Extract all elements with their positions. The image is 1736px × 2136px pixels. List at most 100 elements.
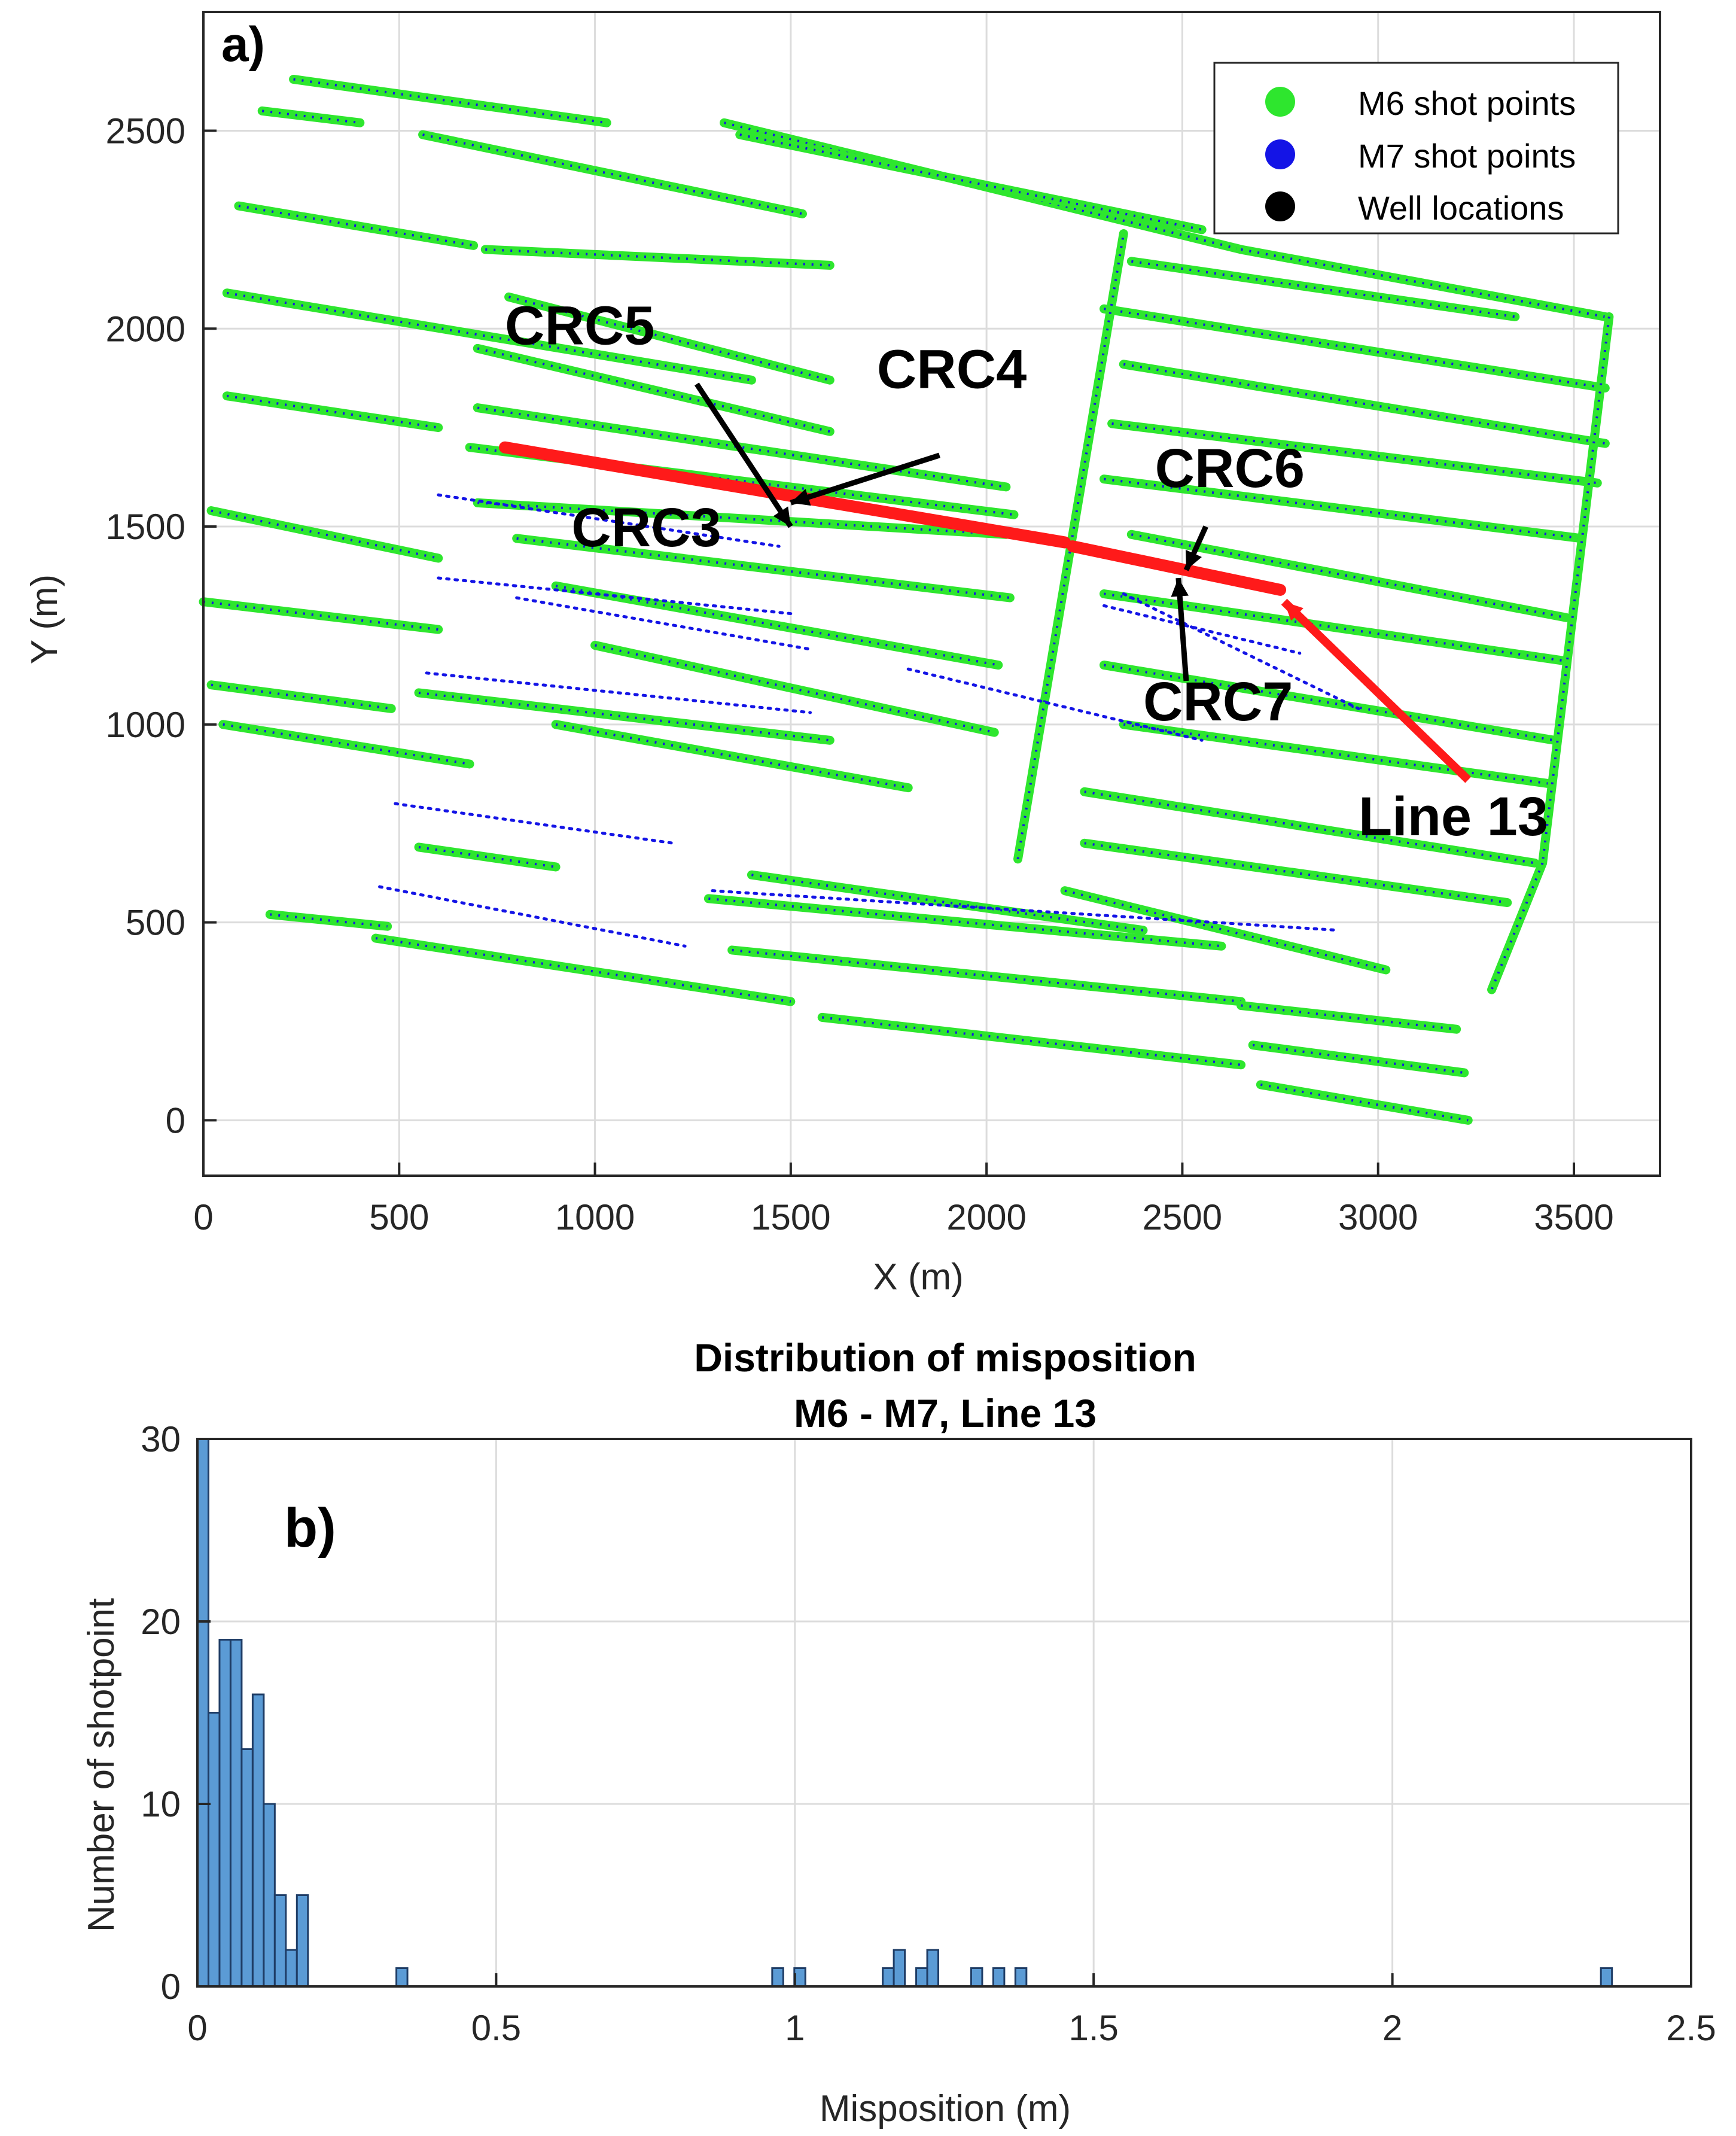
m6-shot-line <box>747 870 1148 935</box>
x-axis-label: X (m) <box>873 1256 964 1298</box>
annotation-line-13: Line 13 <box>1359 786 1548 847</box>
histogram-bar <box>263 1803 276 1988</box>
m7-overlap-dots <box>1131 260 1516 318</box>
m7-shot-line <box>906 667 1204 742</box>
crc7-arrow-head <box>1171 578 1189 597</box>
hist-y-tick-label: 20 <box>141 1602 181 1642</box>
line-13-arrow-head <box>1284 601 1303 621</box>
x-tick-label: 500 <box>369 1197 429 1237</box>
y-tick-label: 2500 <box>106 111 185 151</box>
histogram-bar <box>1014 1967 1028 1988</box>
x-tick-label: 3500 <box>1534 1197 1613 1237</box>
crc4-arrow-head <box>773 506 791 527</box>
m6-shot-line <box>551 581 1003 670</box>
m7-overlap-dots <box>1123 363 1606 445</box>
m7-shot-line <box>1122 592 1360 710</box>
m6-shot-line <box>703 894 1226 951</box>
m7-overlap-dots <box>1084 790 1535 865</box>
histogram-bar <box>992 1967 1006 1988</box>
histogram-bar <box>893 1949 906 1988</box>
m7-shot-line <box>515 596 812 651</box>
m7-overlap-dots <box>418 691 830 742</box>
m7-overlap-dots <box>1016 233 1125 860</box>
histogram-frame <box>196 1438 1692 1988</box>
legend: M6 shot points M7 shot points Well locat… <box>1213 62 1619 235</box>
m6-shot-line <box>222 288 756 385</box>
m7-overlap-dots <box>1131 533 1567 619</box>
y-tick-label: 0 <box>166 1100 185 1140</box>
y-tick-label: 1500 <box>106 507 185 547</box>
y-tick-label: 1000 <box>106 705 185 745</box>
m7-overlap-dots <box>477 406 1007 488</box>
histogram-bar <box>240 1748 254 1988</box>
m6-shot-line <box>1538 312 1614 868</box>
m6-shot-line <box>414 842 561 872</box>
histogram-bar <box>251 1693 265 1988</box>
m6-shot-line <box>222 391 443 433</box>
histogram-bar <box>882 1967 895 1988</box>
legend-label-m7: M7 shot points <box>1358 137 1576 175</box>
m7-overlap-dots <box>477 347 830 433</box>
plot-frame <box>202 11 1661 1177</box>
hist-x-tick-label: 1.5 <box>1068 2008 1118 2048</box>
m7-overlap-dots <box>732 948 1241 1003</box>
m7-shot-line <box>378 885 687 948</box>
m7-overlap-dots <box>1490 862 1544 990</box>
m7-overlap-dots <box>211 683 392 710</box>
m6-shot-line <box>1080 838 1512 908</box>
m6-shot-line <box>512 534 1015 603</box>
m7-overlap-dots <box>203 600 438 631</box>
crc4-arrow-head <box>790 488 811 506</box>
m7-shot-line <box>437 576 793 616</box>
y-axis-label: Y (m) <box>24 574 65 664</box>
m6-shot-line <box>480 245 835 270</box>
m7-overlap-dots <box>1104 308 1606 390</box>
m7-overlap-dots <box>821 1016 1241 1066</box>
histogram-panel: Distribution of misposition M6 - M7, Lin… <box>81 1335 1716 2129</box>
m7-overlap-dots <box>595 644 995 734</box>
m7-shot-line <box>1102 604 1302 655</box>
m6-shot-line <box>1060 886 1391 975</box>
histogram-bar <box>970 1967 983 1988</box>
histogram-bar <box>915 1967 928 1988</box>
x-tick-label: 3000 <box>1338 1197 1418 1237</box>
histogram-bar <box>1600 1967 1613 1988</box>
m7-shot-line <box>711 889 1341 932</box>
hist-x-tick-label: 1 <box>785 2008 805 2048</box>
m7-overlap-dots <box>1104 664 1555 742</box>
hist-x-tick-label: 0.5 <box>471 2008 521 2048</box>
histogram-bar <box>296 1894 309 1988</box>
histogram-bar <box>273 1894 287 1988</box>
annotation-crc7: CRC7 <box>1143 671 1293 732</box>
m7-overlap-dots <box>1241 248 1606 318</box>
legend-marker-m6 <box>1265 87 1295 117</box>
annotation-crc4: CRC4 <box>877 339 1027 400</box>
y-tick-label: 500 <box>126 903 185 943</box>
hist-y-tick-label: 30 <box>141 1419 181 1459</box>
histogram-title: Distribution of misposition <box>694 1335 1196 1380</box>
m7-shot-line <box>425 671 812 714</box>
panel-label-a: a) <box>221 17 265 72</box>
m7-overlap-dots <box>422 133 803 215</box>
legend-marker-well <box>1265 191 1295 221</box>
m6-shot-line <box>1119 720 1555 789</box>
line-13-arrow <box>1281 598 1472 783</box>
hist-x-tick-label: 2.5 <box>1666 2008 1716 2048</box>
m6-shot-line <box>234 201 479 250</box>
m7-overlap-dots <box>270 913 388 928</box>
histogram-bar <box>926 1949 940 1988</box>
histogram-bar <box>207 1712 221 1988</box>
line-13-highlight <box>499 441 1071 549</box>
x-tick-label: 0 <box>193 1197 213 1237</box>
m6-shot-line <box>473 498 1011 539</box>
histogram-bar <box>229 1639 243 1988</box>
m7-shot-line <box>394 802 675 845</box>
hist-y-tick-label: 0 <box>161 1967 181 2007</box>
m7-shot-line <box>437 493 781 548</box>
y-tick-label: 2000 <box>106 309 185 349</box>
m6-shot-line <box>289 74 611 127</box>
m7-overlap-dots <box>1111 422 1598 485</box>
x-tick-label: 1500 <box>751 1197 830 1237</box>
line-13-highlight <box>1067 540 1287 596</box>
m7-overlap-dots <box>739 133 1202 231</box>
